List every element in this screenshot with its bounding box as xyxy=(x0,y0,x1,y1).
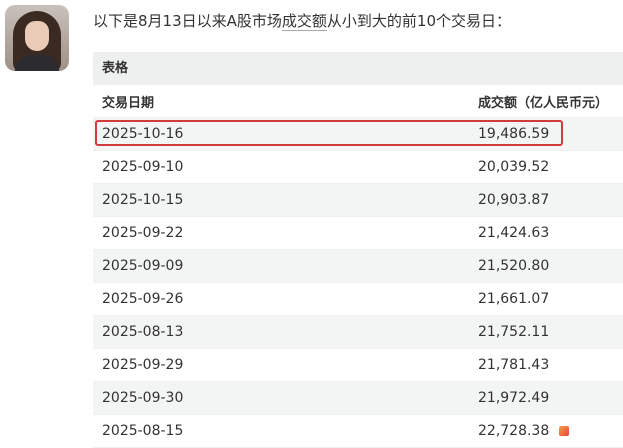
table-row: 2025-09-30 21,972.49 xyxy=(93,382,623,415)
date-cell: 2025-10-16 xyxy=(102,126,184,142)
amount-value: 22,728.38 xyxy=(478,423,550,439)
table-caption: 表格 xyxy=(93,52,623,85)
amount-cell: 21,520.80 xyxy=(478,258,623,274)
amount-value: 21,661.07 xyxy=(478,291,550,307)
avatar-body xyxy=(15,55,59,71)
header-date: 交易日期 xyxy=(102,95,155,111)
amount-value: 21,972.49 xyxy=(478,390,550,406)
amount-value: 20,039.52 xyxy=(478,159,550,175)
table-row: 2025-09-29 21,781.43 xyxy=(93,349,623,382)
app-badge-icon[interactable] xyxy=(559,426,570,436)
amount-cell: 20,903.87 xyxy=(478,192,623,208)
amount-cell: 21,661.07 xyxy=(478,291,623,307)
table-row: 2025-10-15 20,903.87 xyxy=(93,184,623,217)
amount-cell: 22,728.38 xyxy=(478,423,623,439)
intro-text: 以下是8月13日以来A股市场成交额从小到大的前10个交易日： xyxy=(93,10,511,31)
highlight-box xyxy=(95,120,563,146)
date-cell: 2025-09-30 xyxy=(102,390,184,406)
intro-after: 从小到大的前10个交易日： xyxy=(326,12,512,30)
avatar xyxy=(5,5,69,71)
amount-value: 21,752.11 xyxy=(478,324,550,340)
avatar-face xyxy=(25,21,49,51)
date-cell: 2025-09-29 xyxy=(102,357,184,373)
date-cell: 2025-09-10 xyxy=(102,159,184,175)
table-row: 2025-08-15 22,728.38 xyxy=(93,415,623,448)
table-header-row: 交易日期 成交额（亿人民币元） xyxy=(93,85,623,118)
intro-before: 以下是8月13日以来A股市场 xyxy=(93,12,282,30)
amount-value: 21,424.63 xyxy=(478,225,550,241)
amount-value: 19,486.59 xyxy=(478,126,550,142)
date-cell: 2025-09-22 xyxy=(102,225,184,241)
amount-cell: 21,781.43 xyxy=(478,357,623,373)
amount-cell: 19,486.59 xyxy=(478,126,623,142)
table-row: 2025-09-10 20,039.52 xyxy=(93,151,623,184)
header-amount: 成交额（亿人民币元） xyxy=(478,95,609,111)
table-row: 2025-10-16 19,486.59 xyxy=(93,118,623,151)
turnover-link[interactable]: 成交额 xyxy=(281,12,327,31)
amount-cell: 21,972.49 xyxy=(478,390,623,406)
date-cell: 2025-09-26 xyxy=(102,291,184,307)
amount-value: 20,903.87 xyxy=(478,192,550,208)
date-cell: 2025-08-13 xyxy=(102,324,184,340)
amount-value: 21,520.80 xyxy=(478,258,550,274)
amount-cell: 20,039.52 xyxy=(478,159,623,175)
table-row: 2025-09-22 21,424.63 xyxy=(93,217,623,250)
table-row: 2025-08-13 21,752.11 xyxy=(93,316,623,349)
data-table: 表格 交易日期 成交额（亿人民币元） 2025-10-16 19,486.59 20… xyxy=(93,52,623,448)
table-row: 2025-09-09 21,520.80 xyxy=(93,250,623,283)
date-cell: 2025-08-15 xyxy=(102,423,184,439)
date-cell: 2025-09-09 xyxy=(102,258,184,274)
amount-cell: 21,752.11 xyxy=(478,324,623,340)
amount-cell: 21,424.63 xyxy=(478,225,623,241)
amount-value: 21,781.43 xyxy=(478,357,550,373)
table-row: 2025-09-26 21,661.07 xyxy=(93,283,623,316)
date-cell: 2025-10-15 xyxy=(102,192,184,208)
